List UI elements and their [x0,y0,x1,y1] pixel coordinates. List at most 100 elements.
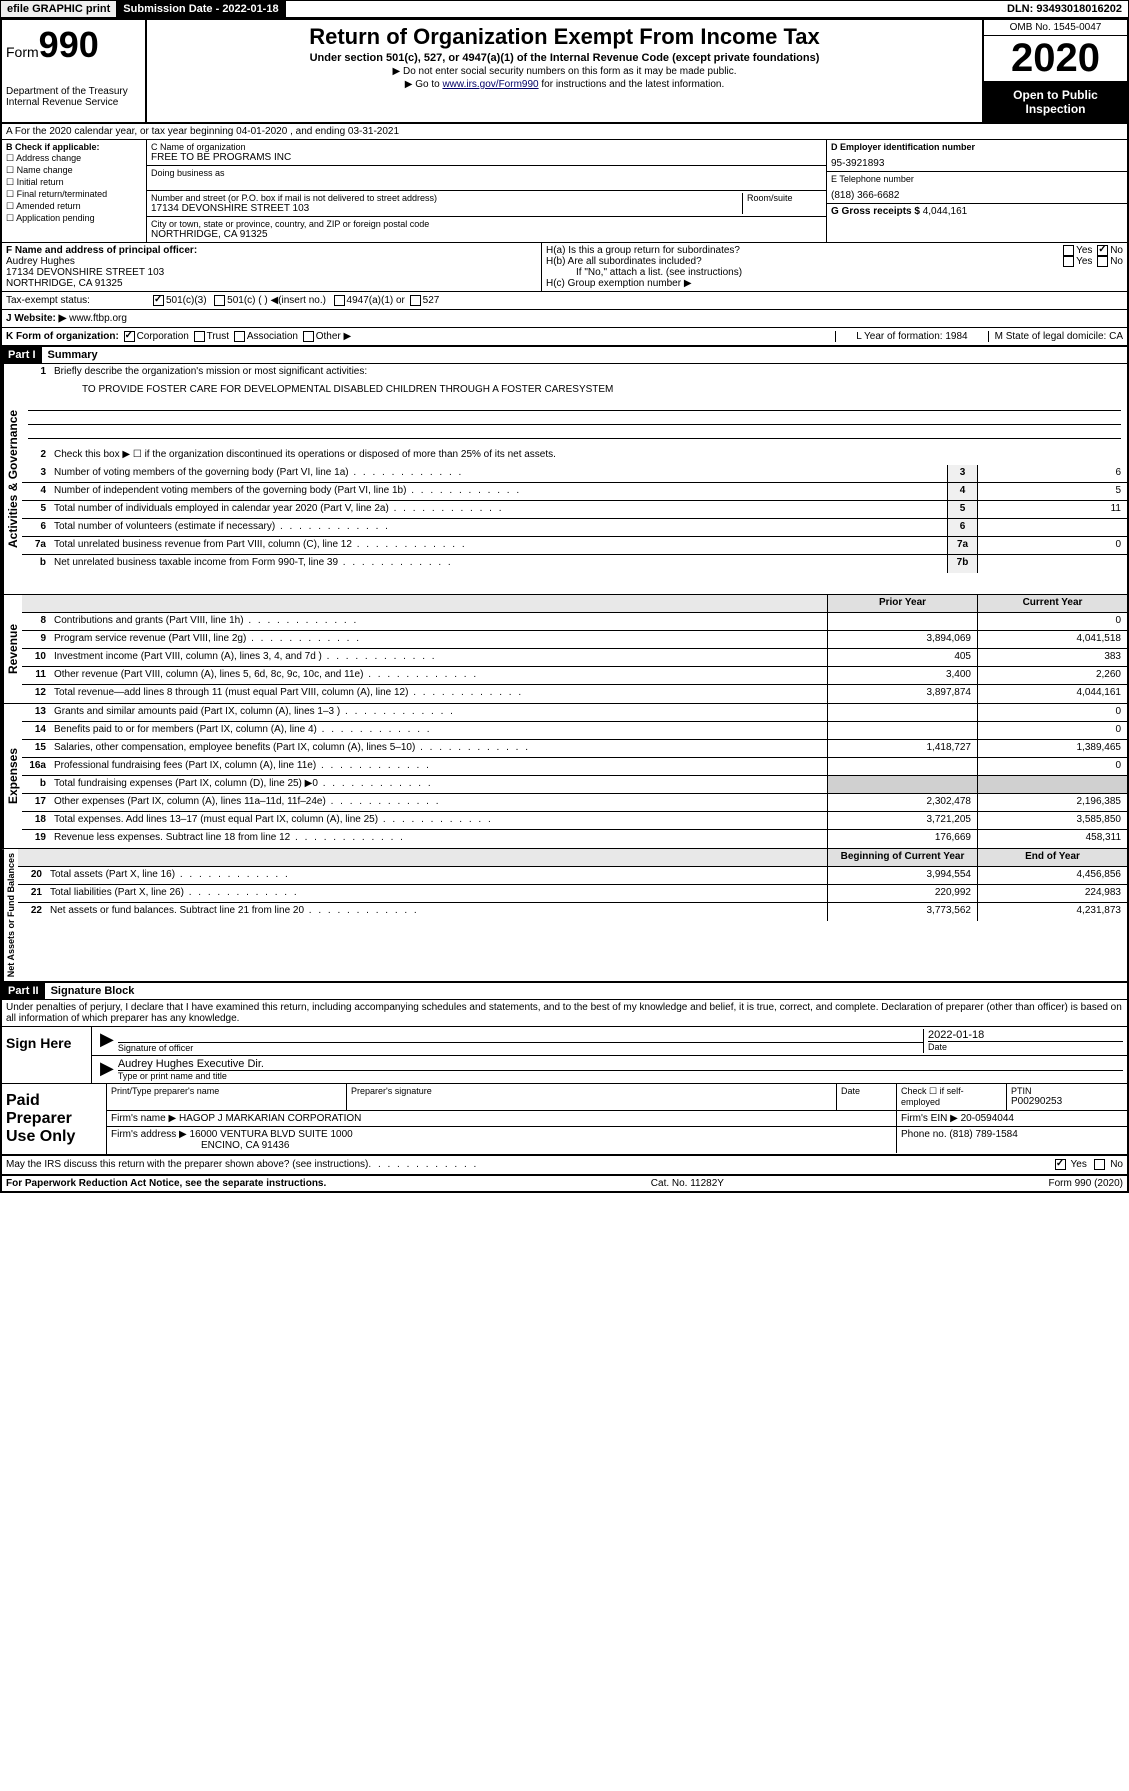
m-state: M State of legal domicile: CA [988,331,1123,342]
line-value: 6 [977,465,1127,482]
prior-value [827,776,977,793]
firm-name: HAGOP J MARKARIAN CORPORATION [179,1113,361,1124]
discuss-row: May the IRS discuss this return with the… [2,1156,1127,1175]
dln-label: DLN: 93493018016202 [1001,1,1128,17]
l-year: L Year of formation: 1984 [835,331,987,342]
check-name-change[interactable]: ☐ Name change [6,165,142,176]
line-text: Grants and similar amounts paid (Part IX… [50,704,827,721]
section-f-label: F Name and address of principal officer: [6,245,537,256]
prior-value: 405 [827,649,977,666]
room-label: Room/suite [747,193,822,203]
line-value [977,519,1127,536]
hb-label: H(b) Are all subordinates included? [546,256,702,267]
check-amended[interactable]: ☐ Amended return [6,201,142,212]
check-address-change[interactable]: ☐ Address change [6,153,142,164]
paid-preparer-section: Paid Preparer Use Only Print/Type prepar… [2,1084,1127,1156]
sig-date-label: Date [928,1041,1123,1052]
line-box: 7b [947,555,977,573]
current-value: 0 [977,758,1127,775]
prior-value: 3,721,205 [827,812,977,829]
part2-badge: Part II [2,983,45,999]
line-box: 4 [947,483,977,500]
current-value: 1,389,465 [977,740,1127,757]
check-final-return[interactable]: ☐ Final return/terminated [6,189,142,200]
line-num: 16a [22,758,50,775]
prior-value: 3,894,069 [827,631,977,648]
line-num: 12 [22,685,50,703]
ein-value: 95-3921893 [831,158,1123,169]
sections-bcd-row: B Check if applicable: ☐ Address change … [2,140,1127,243]
line-value: 11 [977,501,1127,518]
part1-revenue: Revenue Prior Year Current Year 8 Contri… [2,595,1127,704]
sig-date-value: 2022-01-18 [928,1029,1123,1041]
irs-link[interactable]: www.irs.gov/Form990 [442,79,538,90]
hb-yes-checkbox[interactable] [1063,256,1074,267]
submission-date-label: Submission Date - 2022-01-18 [117,1,285,17]
prep-date-label: Date [841,1086,892,1096]
current-value: 383 [977,649,1127,666]
form-number: 990 [39,24,99,65]
current-value: 2,196,385 [977,794,1127,811]
line-num: 15 [22,740,50,757]
vl-netassets: Net Assets or Fund Balances [2,849,18,981]
line-num: 6 [22,519,50,536]
discuss-label: May the IRS discuss this return with the… [6,1159,368,1170]
discuss-no-checkbox[interactable] [1094,1159,1105,1170]
hc-label: H(c) Group exemption number ▶ [546,278,1123,289]
k-trust-checkbox[interactable] [194,331,205,342]
firm-addr2: ENCINO, CA 91436 [111,1140,892,1151]
line-num: 14 [22,722,50,739]
ha-yes-checkbox[interactable] [1063,245,1074,256]
prior-value: 1,418,727 [827,740,977,757]
line-text: Total unrelated business revenue from Pa… [50,537,947,554]
k-corp-checkbox[interactable] [124,331,135,342]
firm-ein-label: Firm's EIN ▶ [901,1113,958,1124]
paperwork-notice: For Paperwork Reduction Act Notice, see … [6,1178,326,1189]
col-begin-header: Beginning of Current Year [827,849,977,866]
firm-addr-label: Firm's address ▶ [111,1129,187,1140]
line-num: 20 [18,867,46,884]
part1-badge: Part I [2,347,42,363]
prior-value: 3,773,562 [827,903,977,921]
open-public-badge: Open to Public Inspection [984,82,1127,122]
ha-no-checkbox[interactable] [1097,245,1108,256]
dept-label: Department of the Treasury Internal Reve… [6,86,141,108]
self-employed-check[interactable]: Check ☐ if self-employed [897,1084,1007,1110]
501c-checkbox[interactable] [214,295,225,306]
paid-preparer-label: Paid Preparer Use Only [2,1084,107,1154]
501c3-checkbox[interactable] [153,295,164,306]
check-initial-return[interactable]: ☐ Initial return [6,177,142,188]
current-value: 0 [977,722,1127,739]
line-text: Total liabilities (Part X, line 26) [46,885,827,902]
section-b: B Check if applicable: ☐ Address change … [2,140,147,242]
vl-revenue: Revenue [2,595,22,703]
line-num: b [22,555,50,573]
discuss-yes-checkbox[interactable] [1055,1159,1066,1170]
check-app-pending[interactable]: ☐ Application pending [6,213,142,224]
line-num: b [22,776,50,793]
city-state-zip: NORTHRIDGE, CA 91325 [151,229,822,240]
current-value: 4,231,873 [977,903,1127,921]
line-text: Net unrelated business taxable income fr… [50,555,947,573]
firm-ein: 20-0594044 [961,1113,1014,1124]
line-num: 4 [22,483,50,500]
col-end-header: End of Year [977,849,1127,866]
hb-no-checkbox[interactable] [1097,256,1108,267]
527-checkbox[interactable] [410,295,421,306]
line-text: Contributions and grants (Part VIII, lin… [50,613,827,630]
line-text: Program service revenue (Part VIII, line… [50,631,827,648]
firm-phone-label: Phone no. [901,1129,947,1140]
k-assoc-checkbox[interactable] [234,331,245,342]
ptin-label: PTIN [1011,1086,1123,1096]
part2-header-row: Part II Signature Block [2,983,1127,1000]
line-box: 7a [947,537,977,554]
line-text: Total assets (Part X, line 16) [46,867,827,884]
tax-exempt-row: Tax-exempt status: 501(c)(3) 501(c) ( ) … [2,292,1127,310]
part1-title: Summary [42,347,104,363]
k-other-checkbox[interactable] [303,331,314,342]
4947-checkbox[interactable] [334,295,345,306]
part1-governance: Activities & Governance 1 Briefly descri… [2,364,1127,595]
efile-print-button[interactable]: efile GRAPHIC print [1,1,117,17]
line-text: Salaries, other compensation, employee b… [50,740,827,757]
line-value: 5 [977,483,1127,500]
